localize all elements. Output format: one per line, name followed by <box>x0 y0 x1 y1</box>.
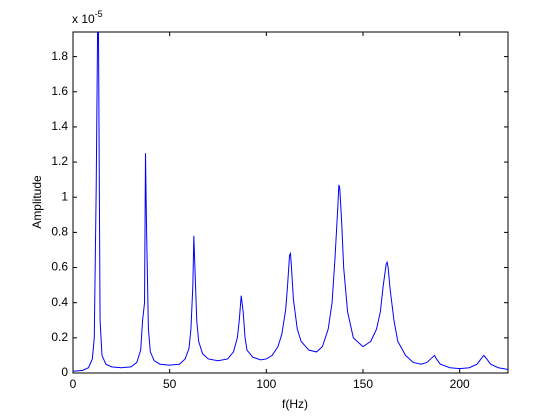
y-tick-label: 1.6 <box>51 84 68 98</box>
x-tick-label: 100 <box>256 377 276 391</box>
y-tick-label: 0.6 <box>51 260 68 274</box>
multiplier-exponent: -5 <box>95 9 103 19</box>
x-tick-label: 200 <box>450 377 470 391</box>
x-tick-label: 50 <box>163 377 177 391</box>
y-tick-label: 1.8 <box>51 49 68 63</box>
y-axis-label: Amplitude <box>30 175 44 229</box>
y-tick-label: 1.4 <box>51 119 68 133</box>
y-tick-label: 0 <box>61 365 68 379</box>
x-tick-label: 0 <box>70 377 77 391</box>
y-multiplier: x 10-5 <box>72 9 103 26</box>
y-tick-label: 1 <box>61 189 68 203</box>
line <box>73 32 508 372</box>
y-tick-label: 0.2 <box>51 330 68 344</box>
multiplier-base: x 10 <box>72 12 95 26</box>
x-tick-label: 150 <box>353 377 373 391</box>
y-tick-label: 0.4 <box>51 295 68 309</box>
y-tick-label: 0.8 <box>51 225 68 239</box>
plot-area <box>72 31 509 374</box>
x-axis-label: f(Hz) <box>282 397 308 411</box>
y-tick-label: 1.2 <box>51 154 68 168</box>
